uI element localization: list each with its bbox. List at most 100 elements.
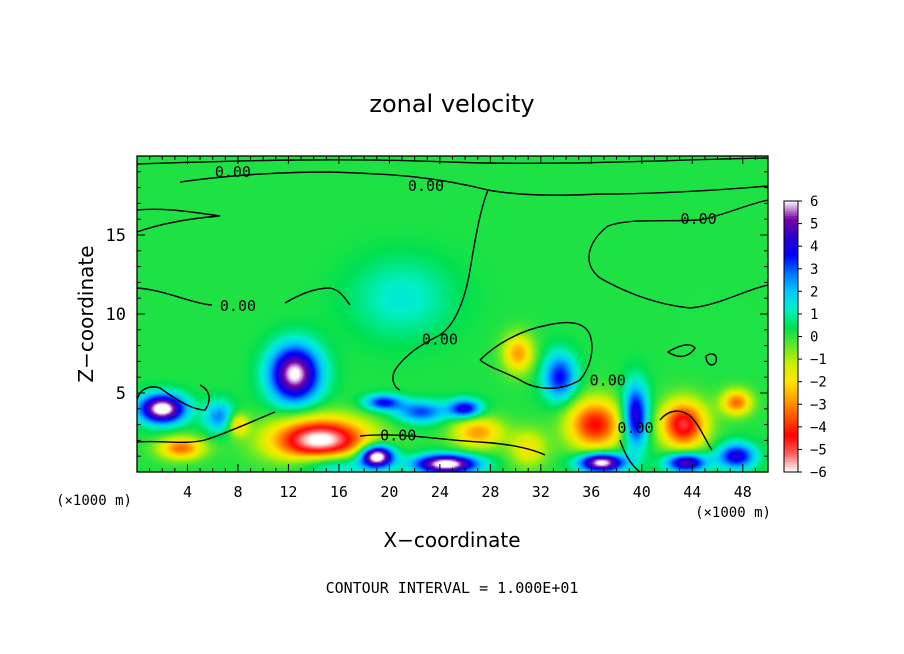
colorbar-swatch [784,253,798,257]
contour-line [588,199,768,309]
colorbar-swatch [784,404,798,408]
colorbar-swatch [784,286,798,290]
colorbar-swatch [784,356,798,360]
colorbar-swatch [784,201,798,205]
colorbar-swatch [784,379,798,383]
contour-line [359,434,546,456]
colorbar-label: 2 [810,284,818,300]
colorbar-swatch [784,241,798,245]
colorbar-label: −5 [810,442,827,458]
colorbar-swatch [784,326,798,330]
colorbar-swatch [784,281,798,285]
colorbar-swatch [784,208,798,212]
y-tick-label: 10 [106,305,126,325]
colorbar: 6 5 4 3 2 1 0 −1 −2 −3 −4 −5 −6 [783,194,827,481]
colorbar-swatch [784,444,798,448]
colorbar-swatch [784,446,798,451]
colorbar-swatch [784,459,798,463]
zero-contours [137,157,768,472]
contour-label: 0.00 [215,163,251,181]
chart-title: zonal velocity [369,90,534,118]
colorbar-swatch [784,333,798,338]
colorbar-swatch [784,426,798,430]
colorbar-swatch [784,346,798,350]
contour-line [137,208,221,233]
contour-line [705,353,718,366]
colorbar-swatch [784,369,798,373]
colorbar-swatch [784,306,798,310]
colorbar-swatch [784,381,798,385]
contour-line [659,410,713,451]
colorbar-swatch [784,283,798,287]
contour-label: 0.00 [220,297,256,315]
colorbar-swatch [784,424,798,428]
colorbar-swatch [784,293,798,297]
contour-line [479,321,593,389]
colorbar-swatch [784,431,798,435]
colorbar-swatch [784,216,798,220]
colorbar-swatch [784,394,798,398]
colorbar-swatch [784,399,798,403]
colorbar-swatch [784,301,798,305]
colorbar-swatch [784,401,798,405]
contour-line [284,287,351,306]
contour-line [137,157,768,165]
colorbar-swatch [784,396,798,400]
colorbar-swatch [784,464,798,468]
colorbar-swatch [784,406,798,410]
colorbar-label: 5 [810,217,818,233]
colorbar-label: −4 [810,420,827,436]
colorbar-swatch [784,419,798,423]
colorbar-swatch [784,303,798,307]
colorbar-swatch [784,266,798,270]
colorbar-swatch [784,308,798,313]
colorbar-swatch [784,391,798,395]
colorbar-label: 3 [810,262,818,278]
contour-interval-note: CONTOUR INTERVAL = 1.000E+01 [326,579,579,597]
colorbar-swatch [784,321,798,325]
colorbar-swatch [784,466,798,471]
colorbar-swatch [784,261,798,265]
colorbar-swatch [784,211,798,215]
contour-label: 0.00 [590,371,626,389]
x-tick-label: 16 [330,483,348,501]
colorbar-swatch [784,313,798,318]
colorbar-swatch [784,441,798,445]
contour-label: 0.00 [422,330,458,348]
colorbar-swatch [784,263,798,267]
x-tick-label: 20 [380,483,398,501]
colorbar-swatch [784,231,798,235]
colorbar-swatch [784,461,798,466]
colorbar-swatch [784,203,798,207]
colorbar-swatch [784,349,798,353]
contour-label: 0.00 [408,177,444,195]
colorbar-swatch [784,449,798,453]
colorbar-swatch [784,298,798,302]
colorbar-swatch [784,318,798,323]
x-unit-left: (×1000 m) [56,493,132,509]
colorbar-label: −3 [810,397,827,413]
x-unit-right: (×1000 m) [695,505,771,521]
colorbar-swatch [784,213,798,217]
colorbar-swatch [784,371,798,375]
colorbar-swatch [784,276,798,280]
y-tick-label: 15 [106,226,126,246]
colorbar-label: 4 [810,239,818,255]
colorbar-swatch [784,451,798,456]
colorbar-swatch [784,273,798,277]
colorbar-swatch [784,434,798,438]
colorbar-swatch [784,354,798,358]
colorbar-swatch [784,238,798,242]
colorbar-swatch [784,386,798,390]
colorbar-swatch [784,331,798,335]
colorbar-swatch [784,316,798,320]
colorbar-label: −1 [810,352,827,368]
colorbar-swatch [784,228,798,232]
x-axis-label: X−coordinate [383,528,520,552]
colorbar-swatch [784,218,798,222]
contour-line [137,287,213,306]
colorbar-swatch [784,278,798,282]
colorbar-swatch [784,256,798,260]
colorbar-swatch [784,344,798,348]
contour-label: 0.00 [681,210,717,228]
